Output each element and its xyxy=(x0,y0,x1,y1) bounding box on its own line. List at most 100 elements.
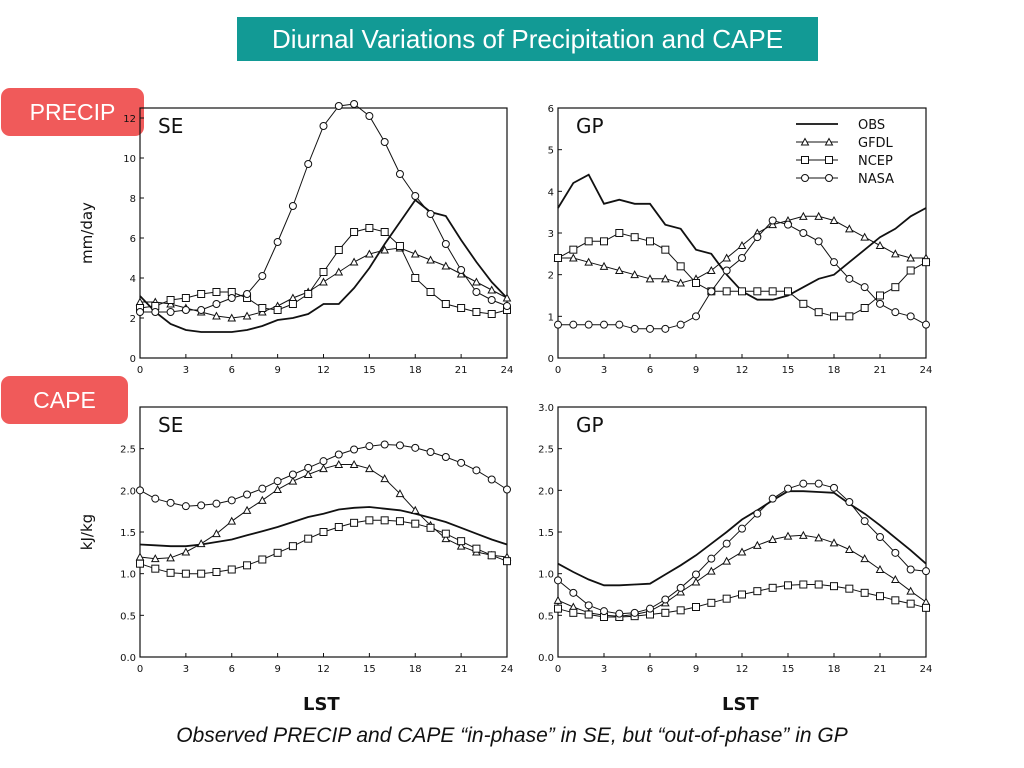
data-point xyxy=(151,564,160,573)
data-point xyxy=(350,100,359,108)
panel-title: GP xyxy=(576,413,604,437)
data-point xyxy=(738,254,746,262)
data-point xyxy=(799,479,808,488)
data-point xyxy=(457,304,466,312)
legend-marker xyxy=(825,156,833,164)
data-point xyxy=(380,474,390,483)
data-point xyxy=(615,229,624,237)
data-point xyxy=(472,308,481,316)
data-point xyxy=(227,565,236,574)
data-point xyxy=(753,587,762,596)
data-point xyxy=(288,202,297,210)
data-point xyxy=(273,477,282,486)
data-point xyxy=(365,224,374,232)
data-point xyxy=(753,233,762,242)
data-point xyxy=(227,516,237,525)
data-point xyxy=(181,569,190,578)
x-tick-label: 21 xyxy=(874,664,887,675)
series-line xyxy=(558,215,926,284)
data-point xyxy=(799,229,808,237)
data-point xyxy=(288,470,297,479)
x-tick-label: 24 xyxy=(920,365,933,376)
data-point xyxy=(830,258,838,267)
cape-tag: CAPE xyxy=(1,376,128,424)
series-line xyxy=(557,490,927,587)
x-tick-label: 9 xyxy=(693,365,699,376)
data-point xyxy=(554,254,562,262)
data-point xyxy=(829,215,839,224)
data-point xyxy=(166,308,175,316)
data-point xyxy=(798,530,808,539)
data-point xyxy=(722,287,731,296)
data-point xyxy=(410,505,420,514)
data-point xyxy=(906,312,915,321)
data-point xyxy=(890,249,900,258)
data-point xyxy=(319,277,328,286)
data-point xyxy=(707,287,716,296)
data-point xyxy=(472,277,481,286)
data-point xyxy=(554,320,562,329)
data-point xyxy=(395,242,404,250)
legend-label: GFDL xyxy=(858,136,894,151)
data-point xyxy=(273,484,282,493)
data-point xyxy=(380,245,390,254)
data-point xyxy=(829,538,839,547)
data-point xyxy=(722,253,732,262)
data-point xyxy=(166,296,175,304)
x-tick-label: 21 xyxy=(455,664,468,675)
data-point xyxy=(799,299,808,308)
data-point xyxy=(242,311,252,320)
y-axis-label: kJ/kg xyxy=(78,514,96,550)
data-point xyxy=(692,279,700,287)
data-point xyxy=(768,494,777,503)
data-point xyxy=(676,320,685,329)
data-point xyxy=(722,266,731,275)
y-tick-label: 2.0 xyxy=(120,486,136,497)
y-tick-label: 4 xyxy=(130,274,136,285)
y-tick-label: 1.0 xyxy=(538,570,554,581)
series-line xyxy=(557,173,927,301)
legend: OBS GFDL NCEP NASA xyxy=(796,118,894,187)
data-point xyxy=(136,308,144,316)
data-point xyxy=(243,490,252,499)
slide-title: Diurnal Variations of Precipitation and … xyxy=(237,17,818,61)
data-point xyxy=(166,498,175,507)
data-point xyxy=(660,274,670,283)
caption: Observed PRECIP and CAPE “in-phase” in S… xyxy=(176,724,848,747)
data-point xyxy=(212,311,221,320)
y-tick-label: 0.5 xyxy=(120,611,136,622)
x-tick-label: 6 xyxy=(647,664,653,675)
data-point xyxy=(630,324,639,333)
data-point xyxy=(151,494,160,503)
data-point xyxy=(365,516,374,525)
data-point xyxy=(197,501,206,510)
data-point xyxy=(411,192,420,200)
data-point xyxy=(334,450,343,459)
data-point xyxy=(860,588,869,597)
data-point xyxy=(830,312,838,321)
y-tick-label: 6 xyxy=(130,234,136,245)
y-tick-label: 0.0 xyxy=(120,653,136,664)
data-point xyxy=(181,502,190,511)
data-point xyxy=(411,519,420,528)
x-tick-label: 15 xyxy=(782,664,795,675)
data-point xyxy=(860,232,870,241)
data-point xyxy=(875,564,885,573)
series-nasa xyxy=(554,479,930,618)
y-tick-label: 2 xyxy=(548,271,554,282)
data-point xyxy=(599,261,609,270)
data-point xyxy=(395,517,404,526)
data-point xyxy=(441,240,450,248)
y-tick-label: 3.0 xyxy=(538,403,554,414)
data-point xyxy=(181,547,191,556)
data-point xyxy=(738,524,746,533)
data-point xyxy=(600,320,608,329)
data-point xyxy=(922,258,930,267)
series-ncep xyxy=(136,516,511,578)
y-tick-label: 1.5 xyxy=(538,528,554,539)
series-gfdl xyxy=(553,530,931,620)
data-point xyxy=(472,466,481,475)
series-gfdl xyxy=(135,459,512,563)
x-tick-label: 15 xyxy=(363,365,376,376)
data-point xyxy=(661,245,670,254)
